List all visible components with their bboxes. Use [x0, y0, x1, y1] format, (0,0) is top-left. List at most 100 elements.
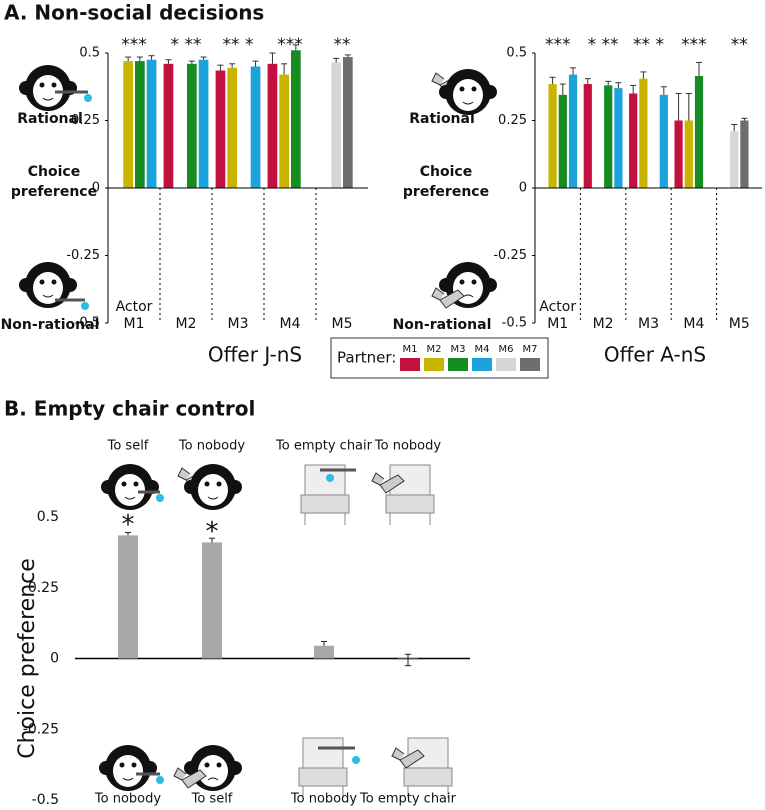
monkey-eye	[131, 762, 137, 768]
monkey-mouth	[207, 496, 219, 500]
monkey-icon	[19, 262, 77, 308]
chair-icon	[403, 737, 453, 798]
legend-swatch	[448, 358, 468, 371]
monkey-icon	[99, 745, 157, 791]
y-tick-label: 0	[50, 651, 59, 667]
chair-seat	[298, 767, 348, 787]
x-tick-label: M1	[547, 316, 568, 332]
x-tick-label: M3	[638, 316, 659, 332]
monkey-eye	[204, 762, 210, 768]
juice-drop	[156, 494, 164, 502]
y-tick-label: -0.5	[502, 316, 527, 331]
legend-label: M6	[499, 344, 514, 355]
bar	[331, 62, 341, 189]
x-tick-label: M1	[124, 316, 145, 332]
monkey-ear	[184, 761, 198, 775]
y-tick-label: 0.25	[498, 113, 527, 128]
monkey-mouth	[462, 101, 474, 105]
monkey-ear	[143, 761, 157, 775]
monkey-eye	[39, 279, 45, 285]
monkey-face	[453, 79, 483, 111]
monkey-ear	[228, 480, 242, 494]
chair-icon	[385, 464, 435, 525]
monkey-ear	[63, 278, 77, 292]
bar	[267, 63, 278, 188]
x-tick-label: To nobody	[178, 439, 245, 454]
y-tick-label: 0.5	[37, 509, 59, 525]
bar	[123, 61, 133, 188]
bottom-label: To self	[191, 792, 233, 807]
monkey-icon	[184, 464, 242, 510]
significance: ***	[121, 35, 147, 55]
significance: ** *	[633, 35, 664, 55]
monkey-ear	[19, 81, 33, 95]
x-tick-label: To self	[107, 439, 149, 454]
x-tick-label: M4	[683, 316, 704, 332]
legend-swatch	[472, 358, 492, 371]
monkey-face	[198, 755, 228, 787]
y-tick-label: -0.5	[75, 316, 100, 331]
bar	[548, 84, 557, 188]
bar	[558, 94, 567, 188]
bar	[146, 59, 157, 188]
monkey-ear	[99, 761, 113, 775]
x-tick-label: M2	[176, 316, 197, 332]
monkey-icon	[439, 69, 497, 115]
bar	[674, 120, 683, 188]
actor-label: Actor	[539, 299, 576, 315]
juice-drop	[84, 94, 92, 102]
y-tick-label: -0.25	[66, 248, 100, 263]
bar	[227, 67, 237, 188]
monkey-eye	[459, 279, 465, 285]
bar	[730, 131, 739, 188]
y-tick-label: -0.25	[493, 248, 527, 263]
significance: ***	[277, 35, 303, 55]
juice-drop	[326, 474, 334, 482]
monkey-ear	[439, 85, 453, 99]
chair-seat	[300, 494, 350, 514]
significance: * **	[588, 35, 619, 55]
significance: ***	[545, 35, 571, 55]
hand-icon	[431, 287, 465, 309]
significance: ** *	[223, 35, 254, 55]
y-axis-label-line: Choice	[420, 164, 472, 180]
chair-icon	[298, 737, 348, 798]
x-tick-label: M4	[280, 316, 301, 332]
y-tick-label: -0.5	[32, 792, 59, 808]
x-tick-label: M3	[228, 316, 249, 332]
monkey-ear	[483, 85, 497, 99]
bottom-label: To nobody	[94, 792, 161, 807]
monkey-ear	[184, 480, 198, 494]
bar	[198, 59, 209, 188]
legend-label: M7	[523, 344, 538, 355]
bar	[583, 84, 592, 188]
bar	[250, 66, 261, 188]
bar	[279, 74, 289, 188]
monkey-eye	[216, 481, 222, 487]
monkey-eye	[471, 86, 477, 92]
legend-swatch	[496, 358, 516, 371]
monkey-eye	[459, 86, 465, 92]
monkey-mouth	[124, 496, 136, 500]
monkey-face	[198, 474, 228, 506]
y-tick-label: 0.25	[71, 113, 100, 128]
y-axis-label-line: preference	[403, 184, 489, 200]
significance: ***	[681, 35, 707, 55]
significance: *	[122, 510, 135, 540]
x-tick-label: M2	[593, 316, 614, 332]
monkey-eye	[119, 762, 125, 768]
chair-seat	[403, 767, 453, 787]
legend-label: M1	[403, 344, 418, 355]
monkey-eye	[204, 481, 210, 487]
bar	[694, 75, 704, 188]
x-axis-label: Offer A-nS	[604, 343, 706, 367]
y-tick-label: 0	[92, 181, 100, 196]
x-tick-label: M5	[332, 316, 353, 332]
juice-drop	[81, 302, 89, 310]
chair-seat	[385, 494, 435, 514]
hand-icon	[173, 767, 207, 789]
y-axis-label: Choice preference	[15, 558, 40, 759]
y-axis-label-line: Choice	[28, 164, 80, 180]
bottom-label: To empty chair	[359, 792, 457, 807]
